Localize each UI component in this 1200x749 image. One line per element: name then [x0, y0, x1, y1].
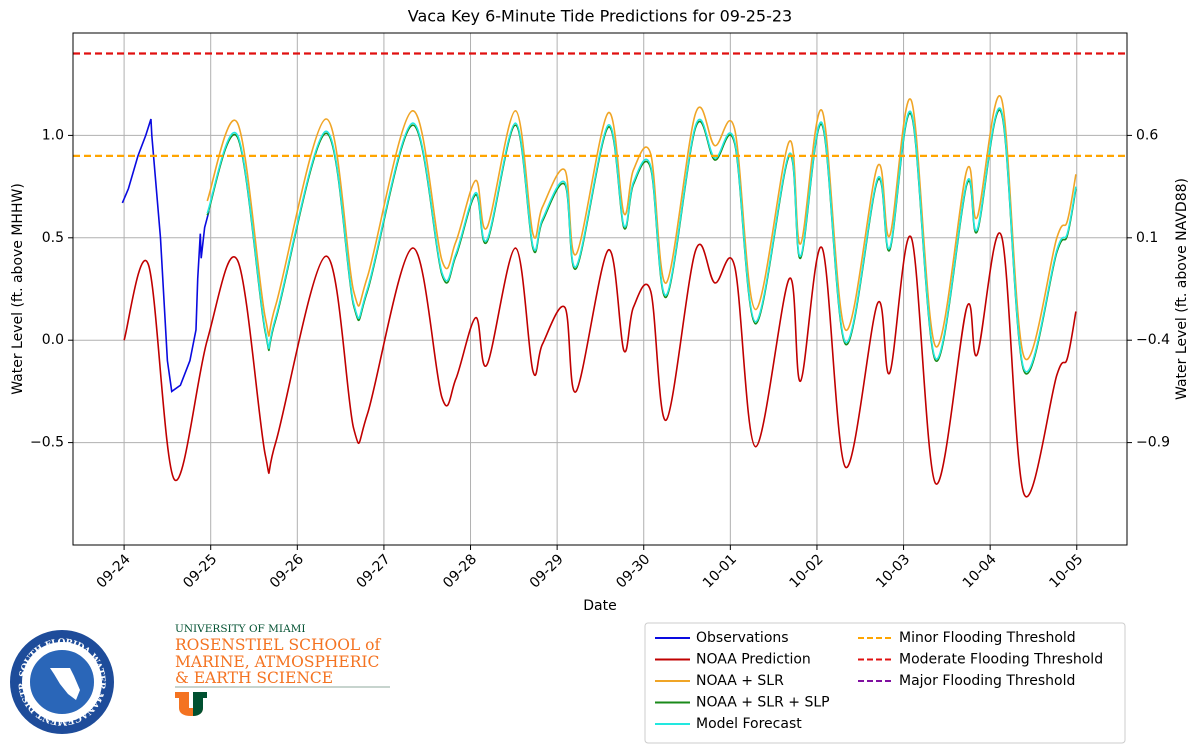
x-tick-label: 10-02	[787, 551, 827, 591]
legend-label: Model Forecast	[696, 716, 802, 732]
legend-label: Moderate Flooding Threshold	[899, 652, 1103, 668]
x-tick-label: 09-25	[180, 551, 220, 591]
legend: Observations NOAA Prediction NOAA + SLR NOA…	[655, 630, 1103, 732]
axes-frame	[72, 32, 1128, 546]
y2-axis-label: Water Level (ft. above NAVD88)	[1174, 178, 1190, 400]
x-tick-label: 10-04	[960, 551, 1000, 591]
school-name: & EARTH SCIENCE	[175, 669, 333, 687]
legend-label: Minor Flooding Threshold	[899, 630, 1076, 646]
x-tick-label: 09-24	[94, 551, 134, 591]
legend-label: NOAA Prediction	[696, 652, 811, 668]
y-tick-label: −0.5	[30, 435, 64, 451]
series-line	[121, 118, 210, 393]
y2-tick-label: −0.4	[1136, 332, 1170, 348]
x-tick-label: 10-03	[873, 551, 913, 591]
logo-band	[10, 630, 114, 734]
x-tick-label: 10-01	[700, 551, 740, 591]
legend-label: NOAA + SLR	[696, 673, 784, 689]
series-line	[206, 109, 1077, 375]
axes: 09-24 09-25 09-26 09-27 09-28 09-29 09-30 10-01…	[30, 127, 1170, 591]
university-logo: UNIVERSITY OF MIAMI ROSENSTIEL SCHOOL of…	[175, 623, 390, 716]
x-tick-label: 09-27	[353, 551, 393, 591]
x-tick-label: 10-05	[1046, 551, 1086, 591]
grid	[73, 33, 1127, 545]
y2-tick-label: 0.1	[1136, 230, 1158, 246]
university-name: UNIVERSITY OF MIAMI	[175, 623, 306, 635]
legend-label: Observations	[696, 630, 789, 646]
y-tick-label: 0.0	[42, 332, 64, 348]
x-tick-label: 09-28	[440, 551, 480, 591]
chart-title: Vaca Key 6-Minute Tide Predictions for 0…	[408, 7, 792, 26]
x-axis-label: Date	[583, 598, 616, 614]
series-line	[123, 232, 1077, 498]
y2-tick-label: −0.9	[1136, 435, 1170, 451]
y-tick-label: 0.5	[42, 230, 64, 246]
logo-u-right	[193, 692, 207, 716]
logo-florida	[50, 668, 80, 700]
x-tick-label: 09-30	[613, 551, 653, 591]
legend-label: Major Flooding Threshold	[899, 673, 1075, 689]
legend-label: NOAA + SLR + SLP	[696, 695, 830, 711]
plot-area	[73, 52, 1127, 498]
x-tick-label: 09-29	[527, 551, 567, 591]
legend-box	[644, 622, 1126, 744]
y2-tick-label: 0.6	[1136, 127, 1158, 143]
school-name: ROSENSTIEL SCHOOL of	[175, 636, 381, 654]
school-name: MARINE, ATMOSPHERIC	[175, 653, 379, 671]
series-line	[206, 107, 1077, 373]
series-line	[206, 94, 1077, 361]
x-tick-label: 09-26	[267, 551, 307, 591]
y-tick-label: 1.0	[42, 127, 64, 143]
y-axis-label: Water Level (ft. above MHHW)	[10, 183, 26, 395]
